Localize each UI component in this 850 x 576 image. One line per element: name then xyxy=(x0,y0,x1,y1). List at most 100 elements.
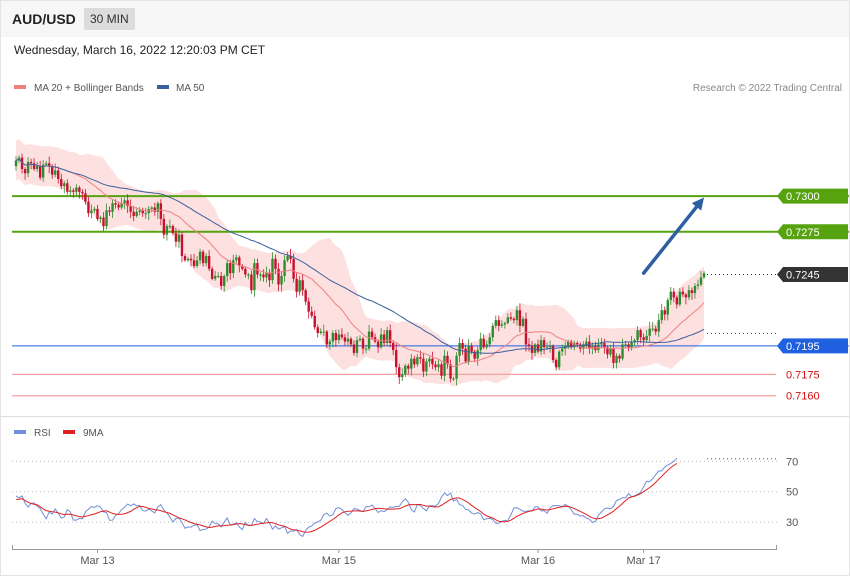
candle-body xyxy=(370,331,374,338)
candle-body xyxy=(407,365,410,369)
candle-body xyxy=(219,275,223,286)
candle-body xyxy=(20,157,24,170)
legend-swatch-9ma xyxy=(63,430,75,434)
candle-body xyxy=(536,344,540,352)
candle-body xyxy=(316,327,319,333)
candle-body xyxy=(630,341,633,348)
candle-body xyxy=(322,331,325,333)
candle-body xyxy=(126,200,129,207)
candle-body xyxy=(319,331,322,333)
candle-body xyxy=(428,358,431,362)
candle-body xyxy=(663,310,666,315)
candle-body xyxy=(96,208,99,219)
candle-body xyxy=(582,344,585,349)
candle-body xyxy=(150,207,153,209)
candle-body xyxy=(210,268,214,279)
candle-body xyxy=(539,340,543,352)
candle-body xyxy=(271,258,274,281)
candle-body xyxy=(177,234,181,242)
candle-body xyxy=(404,365,407,375)
candle-body xyxy=(331,332,335,342)
rsi-tick-50: 50 xyxy=(786,487,798,499)
candle-body xyxy=(259,274,262,276)
candle-body xyxy=(280,275,283,285)
candle-body xyxy=(162,218,166,235)
candle-body xyxy=(672,291,676,298)
svg-text:0.7245: 0.7245 xyxy=(786,270,820,282)
candle-body xyxy=(639,330,642,338)
candle-body xyxy=(690,290,694,294)
price-legend: MA 20 + Bollinger Bands MA 50 Research ©… xyxy=(14,83,842,94)
candle-body xyxy=(81,191,84,194)
candle-body xyxy=(301,280,304,291)
candle-body xyxy=(325,331,329,345)
timeframe-button[interactable]: 30 MIN xyxy=(84,8,135,30)
candle-body xyxy=(702,273,706,278)
candle-body xyxy=(60,178,63,187)
candle-body xyxy=(26,161,30,174)
candle-body xyxy=(585,341,588,345)
candle-body xyxy=(527,344,531,346)
level-label-0.7175: 0.7175 xyxy=(786,369,820,381)
candle-body xyxy=(135,211,138,217)
candle-body xyxy=(256,263,259,275)
candle-body xyxy=(201,251,205,264)
candle-body xyxy=(446,355,449,365)
candle-body xyxy=(265,273,268,278)
forecast-arrow-head xyxy=(691,197,704,211)
candle-body xyxy=(687,290,691,298)
candle-body xyxy=(497,320,501,326)
candle-body xyxy=(14,160,18,167)
candle-body xyxy=(174,233,178,242)
legend-label-9ma: 9MA xyxy=(83,428,104,439)
candle-body xyxy=(180,234,184,256)
candle-body xyxy=(452,378,455,380)
candle-body xyxy=(277,268,280,285)
candle-body xyxy=(274,258,277,269)
level-label-0.7300: 0.7300 xyxy=(777,188,848,204)
candle-body xyxy=(216,275,220,277)
candle-body xyxy=(93,208,96,211)
candle-body xyxy=(570,341,573,348)
candle-body xyxy=(410,358,413,369)
chart-timestamp: Wednesday, March 16, 2022 12:20:03 PM CE… xyxy=(14,43,266,57)
candle-body xyxy=(576,342,579,345)
forecast-arrow xyxy=(641,205,699,275)
legend-swatch-rsi xyxy=(14,430,26,434)
legend-label-rsi: RSI xyxy=(34,428,51,439)
candle-body xyxy=(23,169,27,174)
candle-body xyxy=(455,355,458,379)
candle-body xyxy=(515,310,519,321)
candle-body xyxy=(401,374,404,378)
candle-body xyxy=(54,170,57,175)
level-label-0.7275: 0.7275 xyxy=(777,224,848,240)
candle-body xyxy=(75,187,78,192)
candle-body xyxy=(488,337,491,345)
candle-body xyxy=(289,255,292,259)
candle-body xyxy=(63,183,66,187)
candle-body xyxy=(361,338,365,349)
candle-body xyxy=(198,251,202,261)
candle-body xyxy=(250,274,253,291)
candle-body xyxy=(99,217,102,219)
x-tick-label: Mar 15 xyxy=(322,555,356,567)
candle-body xyxy=(171,226,175,234)
candle-body xyxy=(476,350,479,359)
candle-body xyxy=(391,342,395,351)
candle-body xyxy=(213,275,217,279)
candle-body xyxy=(548,345,552,348)
candle-body xyxy=(207,255,211,269)
level-label-0.7195: 0.7195 xyxy=(777,338,848,354)
legend-label-ma20: MA 20 + Bollinger Bands xyxy=(34,83,144,94)
candle-body xyxy=(699,277,703,285)
candle-body xyxy=(425,361,428,372)
candle-body xyxy=(506,317,510,324)
candle-body xyxy=(591,345,594,349)
candle-body xyxy=(343,337,347,342)
candle-body xyxy=(111,203,114,212)
candle-body xyxy=(367,331,371,349)
candle-body xyxy=(440,364,443,376)
candle-body xyxy=(693,285,697,294)
